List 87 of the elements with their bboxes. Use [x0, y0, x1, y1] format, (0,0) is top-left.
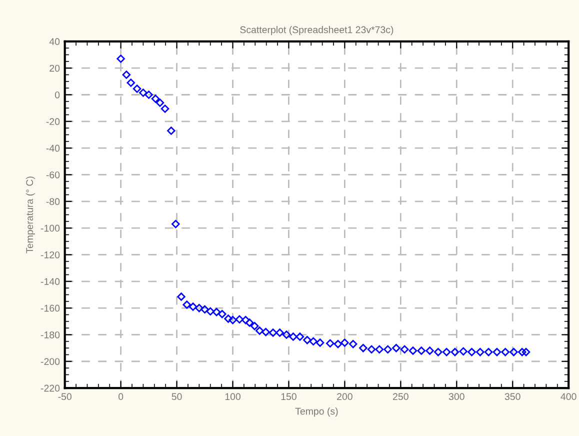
x-tick-label: 400 [560, 393, 576, 400]
x-tick-label: 0 [118, 393, 124, 400]
point [468, 348, 476, 356]
y-tick-label: -100 [40, 224, 60, 232]
point [228, 316, 237, 324]
point [303, 336, 312, 344]
point [156, 98, 164, 107]
x-tick-label: 150 [281, 393, 296, 400]
point [400, 345, 409, 354]
x-axis-title: Tempo (s) [295, 408, 338, 417]
x-tick-label: 200 [337, 393, 352, 400]
point [359, 344, 368, 352]
point [182, 300, 191, 309]
point [296, 332, 304, 341]
x-tick-label: 50 [172, 393, 182, 400]
point [326, 339, 334, 348]
y-tick-label: -20 [46, 118, 60, 126]
y-tick-label: -160 [40, 304, 60, 312]
point [116, 54, 125, 63]
point [132, 84, 142, 93]
point [177, 292, 186, 301]
y-tick-label: -120 [40, 251, 60, 258]
point [195, 304, 204, 312]
point [340, 338, 349, 347]
point [434, 348, 442, 356]
point [392, 344, 400, 352]
y-tick-label: 0 [54, 91, 60, 98]
point [309, 337, 318, 346]
point [426, 346, 434, 355]
y-tick-label: 20 [50, 64, 60, 72]
point [212, 308, 221, 316]
point [316, 338, 324, 347]
point [501, 348, 510, 356]
point [206, 307, 214, 316]
point [476, 348, 484, 356]
x-tick-label: -50 [58, 393, 72, 400]
point [151, 94, 160, 103]
point [450, 348, 460, 356]
point [245, 318, 254, 327]
x-tick-label: 250 [393, 393, 408, 400]
y-tick-label: -60 [46, 171, 60, 178]
point [250, 322, 259, 330]
point [235, 315, 244, 324]
point [167, 126, 176, 135]
point [334, 340, 342, 348]
point [518, 348, 526, 356]
point [276, 328, 284, 337]
point [459, 347, 468, 356]
point [510, 348, 518, 356]
point [200, 305, 209, 314]
point [224, 314, 232, 323]
y-tick-label: -140 [40, 278, 60, 286]
point [268, 328, 278, 337]
y-tick-label: -40 [46, 144, 60, 152]
point [484, 348, 493, 356]
point [218, 310, 226, 318]
point [126, 78, 136, 87]
y-tick-label: -200 [40, 358, 60, 365]
point [282, 330, 291, 339]
point [348, 340, 358, 348]
x-tick-label: 350 [504, 393, 520, 400]
chart-title: Scatterplot (Spreadsheet1 23v*73c) [240, 26, 394, 36]
point [188, 302, 198, 311]
point [139, 88, 148, 97]
x-tick-label: 300 [448, 393, 464, 400]
y-tick-label: -80 [46, 198, 60, 206]
point [262, 328, 270, 336]
point [442, 348, 451, 356]
point [144, 90, 153, 99]
point [172, 220, 180, 228]
point [160, 104, 170, 113]
y-axis-title: Temperatura (° C) [26, 176, 35, 254]
point [408, 346, 418, 355]
point [384, 345, 392, 354]
y-tick-label: 40 [49, 38, 60, 46]
point [522, 348, 530, 356]
point [255, 326, 264, 335]
point [289, 332, 298, 341]
point [492, 348, 502, 356]
point [242, 316, 250, 324]
point [375, 345, 384, 354]
y-tick-label: -220 [40, 384, 60, 392]
x-tick-label: 100 [225, 393, 240, 400]
point [417, 346, 426, 355]
point [367, 345, 376, 354]
point [122, 70, 131, 79]
y-tick-label: -180 [40, 331, 60, 338]
